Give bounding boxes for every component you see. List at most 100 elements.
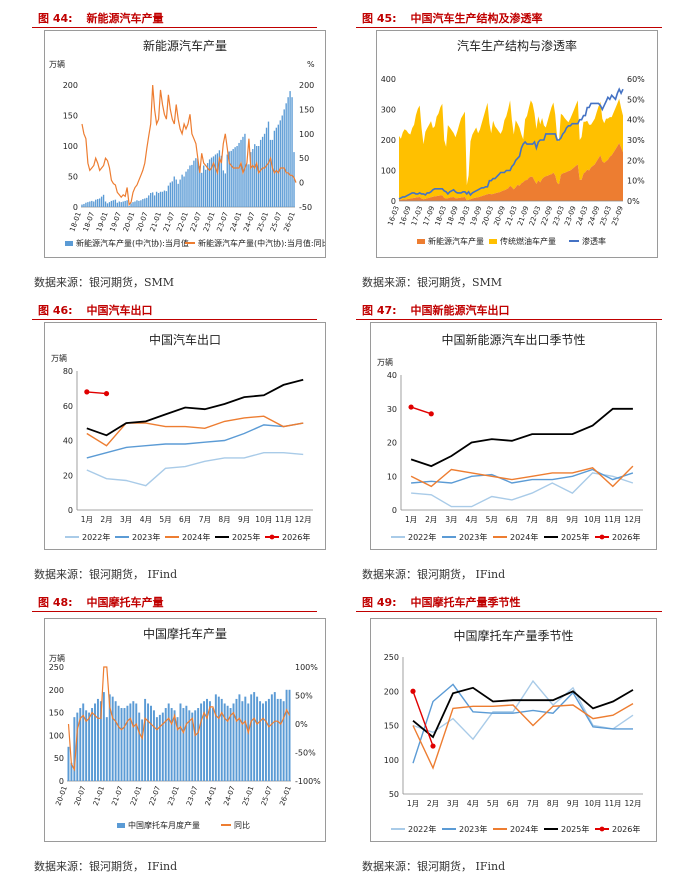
legend-label: 2024年 — [510, 532, 538, 542]
nev-production-bar — [163, 190, 166, 207]
motorcycle-production-bar — [273, 692, 276, 781]
y-tick-label: 20 — [387, 439, 397, 448]
y-tick-label-right: 50% — [295, 692, 313, 701]
motorcycle-production-bar — [256, 696, 259, 781]
nev-production-bar — [220, 155, 223, 207]
nev-production-bar — [138, 200, 140, 207]
y-tick-label-left: 100 — [381, 167, 396, 176]
y-tick-label-right: -50% — [295, 749, 316, 758]
x-tick-label: 1月 — [407, 799, 419, 808]
nev-production-bar — [275, 127, 278, 207]
motorcycle-production-bar — [173, 710, 176, 781]
nev-production-bar — [132, 202, 134, 207]
legend-swatch-ice — [489, 239, 497, 244]
chart-title: 汽车生产结构与渗透率 — [457, 38, 577, 53]
motorcycle-production-bar — [244, 696, 247, 781]
motorcycle-production-bar — [176, 717, 179, 781]
y-tick-label-right: 0% — [627, 197, 640, 206]
x-tick-label: 12月 — [295, 515, 312, 524]
x-tick-label: 12月 — [624, 515, 641, 524]
data-source: 数据来源：银河期货， IFind — [362, 568, 506, 581]
y-tick-label-left: 200 — [381, 136, 396, 145]
nev-production-bar — [177, 183, 179, 207]
data-source: 数据来源：银河期货， IFind — [34, 568, 178, 581]
x-tick-label: 3月 — [447, 799, 459, 808]
nev-production-bar — [98, 198, 101, 207]
y-axis-unit: 万辆 — [51, 353, 67, 363]
x-tick-label: 5月 — [486, 515, 498, 524]
motorcycle-production-bar — [235, 698, 238, 781]
motorcycle-production-bar — [155, 717, 158, 781]
figure-number: 图 44: — [38, 12, 73, 25]
series-line-2022年 — [86, 452, 304, 487]
x-tick-label: 10月 — [584, 799, 601, 808]
nev-production-bar — [128, 205, 130, 207]
nev-production-bar — [118, 201, 120, 207]
series-point-2026 — [84, 389, 90, 395]
y-tick-label: 50 — [389, 790, 399, 799]
legend-label: 中国摩托车月度产量 — [128, 820, 200, 830]
motorcycle-production-bar — [191, 712, 194, 781]
motorcycle-production-bar — [67, 746, 70, 781]
y-tick-label-left: 0 — [391, 197, 396, 206]
x-tick-label: 6月 — [179, 515, 191, 524]
nev-production-bar — [185, 171, 187, 207]
nev-production-bar — [122, 201, 124, 207]
nev-production-bar — [144, 198, 146, 207]
motorcycle-production-bar — [102, 692, 105, 781]
motorcycle-yoy-line — [67, 666, 291, 772]
nev-production-bar — [106, 203, 109, 207]
nev-production-bar — [204, 169, 207, 207]
x-tick-label: 12月 — [624, 799, 641, 808]
motorcycle-production-bar — [241, 701, 244, 781]
y-tick-label-right: 100% — [295, 663, 318, 672]
x-tick-label: 8月 — [218, 515, 230, 524]
x-tick-label: 6月 — [506, 515, 518, 524]
nev-production-bar — [293, 152, 295, 207]
nev-production-bar — [259, 139, 262, 207]
legend-label: 2025年 — [232, 532, 260, 542]
y-tick-label-left: 50 — [68, 173, 78, 182]
nev-production-bar — [157, 192, 160, 207]
motorcycle-production-bar — [111, 696, 114, 781]
motorcycle-production-bar — [288, 689, 291, 781]
nev-production-bar — [102, 194, 105, 207]
nev-production-bar — [153, 195, 156, 207]
y-tick-label-left: 400 — [381, 75, 396, 84]
figure-caption: 新能源汽车产量 — [86, 12, 164, 25]
x-tick-label: 23-01 — [202, 211, 216, 233]
nev-production-bar — [273, 130, 276, 207]
y-tick-label: 80 — [63, 367, 73, 376]
x-tick-label: 22-01 — [175, 211, 189, 233]
x-tick-label: 25-07 — [269, 211, 283, 233]
x-tick-label: 7月 — [527, 799, 539, 808]
nev-production-bar — [203, 165, 205, 207]
chart-panel-46: 中国汽车出口 万辆 0 20 40 60 80 1月 2月 3月 4月 5月 6月 7月 8月 9月 10月 11… — [44, 322, 326, 550]
motorcycle-production-bar — [91, 708, 94, 781]
legend-swatch-bar — [117, 823, 125, 828]
nev-production-bar — [271, 139, 274, 207]
nev-production-bar — [261, 136, 264, 207]
nev-production-bar — [263, 133, 266, 207]
motorcycle-production-bar — [276, 698, 279, 781]
nev-production-bar — [148, 195, 150, 207]
motorcycle-production-bar — [279, 698, 282, 781]
nev-production-bar — [267, 121, 270, 207]
x-tick-label: 21-07 — [110, 785, 124, 807]
motorcycle-production-bar — [223, 703, 226, 781]
nev-production-bar — [159, 191, 162, 207]
motorcycle-production-bar — [105, 717, 108, 781]
y-tick-label: 20 — [63, 471, 73, 480]
y-tick-label-right: -100% — [295, 777, 321, 786]
series-line-2024年 — [410, 465, 634, 488]
nev-production-bar — [216, 153, 219, 207]
motorcycle-production-bar — [73, 717, 76, 781]
nev-production-bar — [87, 202, 89, 207]
nev-production-bar — [199, 166, 201, 207]
x-tick-label: 25-01 — [241, 785, 255, 807]
figure-49-title: 图 49: 中国摩托车产量季节性 — [362, 594, 521, 610]
motorcycle-production-bar — [147, 703, 150, 781]
motorcycle-production-bar — [158, 714, 161, 781]
motorcycle-production-bar — [126, 705, 129, 781]
x-tick-label: 24-07 — [242, 211, 256, 233]
